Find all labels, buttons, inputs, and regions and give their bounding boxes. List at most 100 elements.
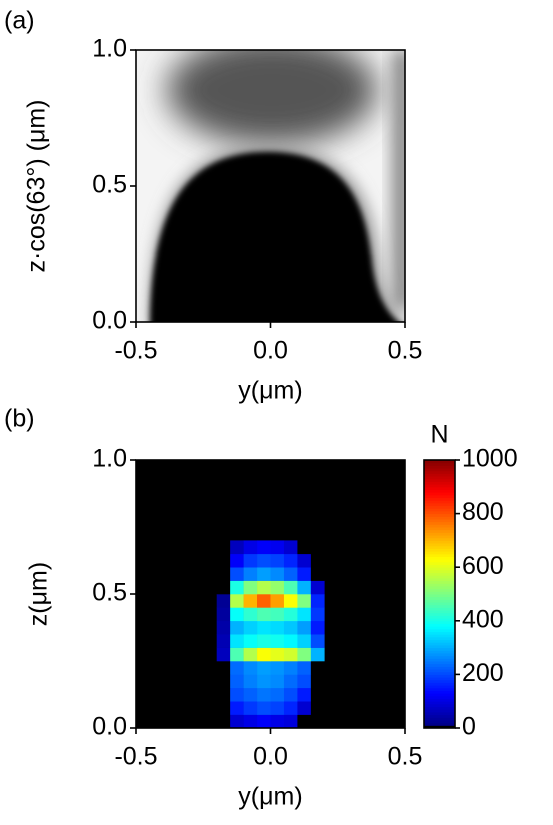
colorbar-swatch — [424, 610, 455, 614]
heatmap-cell — [230, 580, 244, 595]
colorbar-swatch — [424, 551, 455, 555]
heatmap-cell — [243, 620, 258, 635]
heatmap-cell — [270, 647, 285, 662]
colorbar-swatch — [424, 690, 455, 694]
colorbar-swatch — [424, 666, 455, 670]
colorbar-swatch — [424, 521, 455, 525]
colorbar-swatch — [424, 508, 455, 512]
colorbar-swatch — [424, 612, 455, 616]
colorbar-swatch — [424, 596, 455, 600]
colorbar-swatch — [424, 502, 455, 507]
x-axis-label: y(μm) — [238, 783, 302, 811]
heatmap-cell — [243, 661, 258, 675]
colorbar-swatch — [424, 497, 455, 501]
colorbar-swatch — [424, 583, 455, 587]
heatmap-cell — [216, 674, 231, 689]
heatmap-cell — [297, 687, 312, 702]
colorbar-swatch — [424, 575, 455, 579]
colorbar-swatch — [424, 671, 455, 675]
heatmap-cell — [297, 661, 312, 675]
colorbar-swatch — [424, 714, 455, 718]
colorbar-swatch — [424, 674, 455, 678]
x-tick-label: 0.5 — [388, 337, 423, 365]
heatmap-cell — [270, 620, 285, 635]
colorbar-swatch — [424, 591, 455, 595]
heatmap-cell — [216, 634, 231, 648]
heatmap-cell — [297, 540, 312, 555]
colorbar-swatch — [424, 698, 455, 702]
colorbar-swatch — [424, 679, 455, 683]
heatmap-cell — [270, 701, 285, 715]
colorbar-label: N — [430, 421, 448, 449]
colorbar-swatch — [424, 478, 455, 482]
colorbar-swatch — [424, 516, 455, 520]
heatmap-cell — [283, 620, 298, 635]
colorbar-swatch — [424, 658, 455, 662]
colorbar-swatch — [424, 663, 455, 667]
colorbar-swatch — [424, 580, 455, 584]
colorbar-swatch — [424, 529, 455, 533]
heatmap-cell — [310, 687, 325, 702]
colorbar-swatch — [424, 513, 455, 517]
colorbar-swatch — [424, 553, 455, 557]
heatmap-cell — [283, 714, 298, 729]
heatmap-cell — [257, 594, 271, 608]
heatmap-cell — [270, 580, 285, 595]
colorbar-swatch — [424, 709, 455, 713]
colorbar-swatch — [424, 661, 455, 665]
heatmap-cell — [243, 714, 258, 729]
heatmap-cell — [310, 580, 325, 595]
colorbar-swatch — [424, 626, 455, 630]
colorbar-swatch — [424, 543, 455, 547]
colorbar-swatch — [424, 548, 455, 552]
heatmap-cell — [230, 540, 244, 555]
heatmap-cell — [257, 553, 271, 568]
heatmap-cell — [230, 567, 244, 581]
heatmap-cell — [297, 674, 312, 689]
colorbar-swatch — [424, 470, 455, 474]
colorbar-swatch — [424, 717, 455, 721]
colorbar-swatch — [424, 535, 455, 539]
colorbar-swatch — [424, 540, 455, 544]
colorbar-swatch — [424, 607, 455, 611]
heatmap-cell — [257, 540, 271, 555]
plot-frame — [135, 459, 406, 729]
heatmap-cell — [216, 594, 231, 608]
colorbar-swatch — [424, 634, 455, 638]
heatmap-cell — [257, 647, 271, 662]
heatmap-cell — [310, 607, 325, 622]
colorbar-swatch — [424, 500, 455, 504]
heatmap-cell — [270, 714, 285, 729]
heatmap-cell — [243, 607, 258, 622]
heatmap-cell — [243, 553, 258, 568]
heatmap-cell — [243, 580, 258, 595]
heatmap-cell — [270, 674, 285, 689]
heatmap-cell — [310, 567, 325, 581]
y-tick-label: 1.0 — [92, 35, 127, 63]
heatmap-cell — [283, 594, 298, 608]
heatmap-cell — [257, 634, 271, 648]
heatmap-cell — [297, 553, 312, 568]
colorbar-swatch — [424, 701, 455, 705]
colorbar-swatch — [424, 559, 455, 563]
x-tick-label: 0.0 — [253, 743, 288, 771]
heatmap-cell — [283, 647, 298, 662]
colorbar-swatch — [424, 577, 455, 582]
heatmap-cell — [230, 607, 244, 622]
heatmap-cell — [310, 701, 325, 715]
plot-frame — [135, 49, 406, 323]
y-tick-label: 0.0 — [92, 307, 127, 335]
x-axis-label: y(μm) — [238, 377, 302, 405]
heatmap-cell — [216, 647, 231, 662]
heatmap-cell — [297, 567, 312, 581]
colorbar-swatch — [424, 711, 455, 716]
heatmap-cell — [257, 714, 271, 729]
y-tick-label: 0.5 — [92, 171, 127, 199]
heatmap-cell — [230, 674, 244, 689]
colorbar-swatch — [424, 494, 455, 499]
heatmap-cell — [283, 553, 298, 568]
colorbar-swatch — [424, 682, 455, 686]
heatmap-cell — [257, 567, 271, 581]
heatmap-cell — [297, 647, 312, 662]
